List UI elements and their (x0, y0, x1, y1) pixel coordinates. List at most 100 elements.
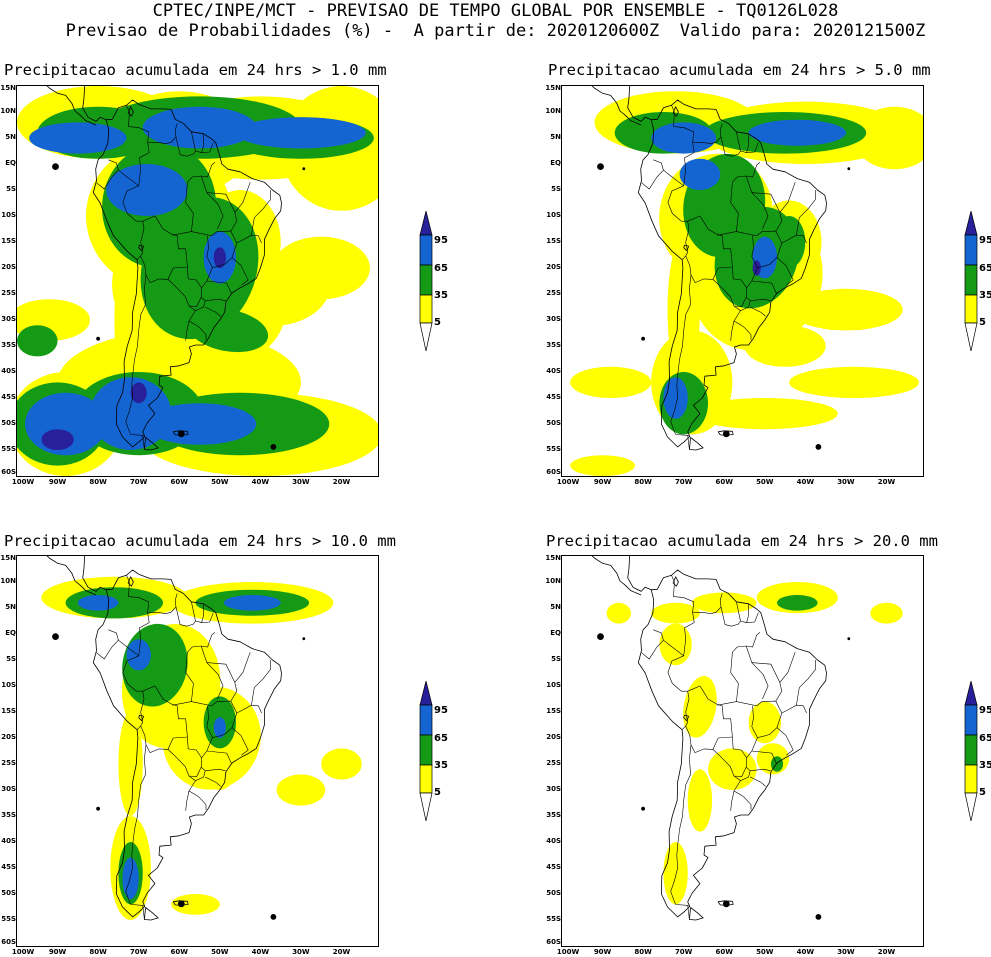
colorbar-label: 95 (434, 235, 448, 246)
lat-tick-label: 10S (546, 211, 561, 219)
country-borders (641, 575, 816, 920)
lat-tick-label: 50S (546, 419, 561, 427)
lat-tick-label: 5S (551, 185, 561, 193)
lat-tick-label: 40S (546, 367, 561, 375)
map-panel-1mm (16, 85, 379, 477)
probability-area (691, 398, 838, 430)
colorbar-segment (419, 234, 433, 266)
lat-tick-label: 25S (546, 289, 561, 297)
colorbar-segment (419, 792, 433, 821)
lon-tick-label: 20W (332, 478, 351, 486)
probability-area (140, 196, 259, 340)
colorbar-label: 65 (979, 263, 991, 274)
lon-tick-label: 90W (593, 948, 612, 956)
lat-tick-label: 5N (550, 603, 561, 611)
lat-tick-label: 40S (1, 367, 16, 375)
lat-tick-label: 10N (545, 577, 561, 585)
probability-area (142, 403, 257, 445)
colorbar-segment (964, 792, 978, 821)
lat-tick-label: 10N (0, 577, 16, 585)
colorbar-legend: 95 65 35 5 (419, 681, 489, 821)
probability-area (118, 712, 143, 816)
lat-tick-label: 35S (1, 341, 16, 349)
lat-tick-label: 25S (1, 759, 16, 767)
colorbar-segment (964, 234, 978, 266)
colorbar-label: 95 (979, 705, 991, 716)
lon-tick-label: 80W (89, 948, 107, 956)
map-svg (591, 556, 903, 921)
lat-tick-label: 55S (1, 915, 16, 923)
probability-area (663, 377, 688, 419)
lon-tick-label: 90W (593, 478, 612, 486)
header-title: CPTEC/INPE/MCT - PREVISAO DE TEMPO GLOBA… (152, 1, 839, 21)
lat-tick-label: 50S (546, 889, 561, 897)
lon-tick-label: 30W (292, 478, 310, 486)
probability-area (659, 623, 692, 666)
probability-fields (41, 576, 362, 920)
lat-tick-label: 20S (546, 733, 561, 741)
probability-area (570, 366, 652, 398)
lat-tick-label: 15N (0, 84, 16, 92)
lon-tick-label: 100W (556, 948, 580, 956)
map-svg (41, 556, 362, 921)
lat-tick-label: 10N (545, 107, 561, 115)
colorbar-label: 5 (434, 317, 441, 328)
probability-fields (606, 582, 903, 905)
colorbar-label: 35 (979, 760, 991, 771)
probability-area (77, 595, 119, 611)
lat-tick-label: 15N (0, 554, 16, 562)
probability-area (187, 308, 269, 353)
lat-tick-label: EQ (5, 629, 16, 637)
lon-tick-label: 80W (634, 948, 652, 956)
lat-tick-label: 60S (1, 938, 16, 946)
lon-tick-label: 50W (211, 478, 229, 486)
probability-area (777, 595, 818, 611)
probability-area (321, 748, 362, 780)
lon-tick-label: 100W (11, 478, 35, 486)
colorbar-segment (419, 211, 433, 236)
lat-tick-label: 5S (551, 655, 561, 663)
lat-tick-label: 25S (546, 759, 561, 767)
map-panel-20mm (561, 555, 924, 947)
colorbar-segment (964, 294, 978, 324)
lat-tick-label: 45S (1, 863, 16, 871)
colorbar-label: 65 (434, 733, 448, 744)
probability-area (772, 216, 806, 268)
lon-tick-label: 100W (556, 478, 580, 486)
colorbar-segment (964, 681, 978, 706)
lat-tick-label: 30S (546, 315, 561, 323)
lat-tick-label: 10S (546, 681, 561, 689)
lat-tick-label: 10S (1, 681, 16, 689)
probability-area (752, 260, 761, 276)
colorbar-label: 65 (979, 733, 991, 744)
probability-area (213, 717, 226, 738)
country-borders (96, 105, 271, 450)
lat-tick-label: 50S (1, 419, 16, 427)
lon-tick-label: 60W (170, 478, 188, 486)
colorbar-segment (419, 734, 433, 766)
lon-tick-label: 50W (756, 948, 774, 956)
probability-area (171, 894, 220, 915)
lat-tick-label: 5N (5, 133, 16, 141)
lat-tick-label: 40S (1, 837, 16, 845)
map-svg (17, 86, 378, 476)
colorbar-segment (964, 264, 978, 296)
colorbar-label: 35 (434, 290, 448, 301)
lon-tick-label: 50W (756, 478, 774, 486)
lat-tick-label: 45S (1, 393, 16, 401)
lon-tick-label: 20W (877, 948, 896, 956)
lon-tick-label: 40W (251, 948, 270, 956)
lat-tick-label: 55S (1, 445, 16, 453)
probability-area (748, 119, 846, 146)
lat-tick-label: 45S (546, 863, 561, 871)
colorbar-label: 95 (979, 235, 991, 246)
probability-fields (570, 91, 923, 476)
lon-tick-label: 30W (837, 478, 855, 486)
probability-area (106, 164, 188, 216)
map-panel-10mm (16, 555, 379, 947)
lon-tick-label: 60W (715, 478, 733, 486)
lon-tick-label: 70W (129, 948, 148, 956)
lon-tick-label: 30W (292, 948, 310, 956)
colorbar-segment (964, 764, 978, 794)
lat-tick-label: 35S (546, 341, 561, 349)
